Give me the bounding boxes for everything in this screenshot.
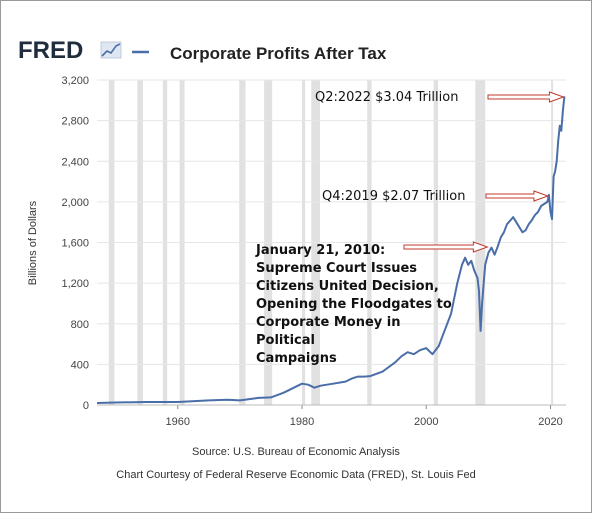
annotation-citizens-united-line: Opening the Floodgates to	[256, 297, 452, 312]
y-axis-label: Billions of Dollars	[27, 200, 39, 285]
annotations: Q2:2022 $3.04 Trillion Q4:2019 $2.07 Tril…	[255, 90, 565, 366]
y-tick-label: 2,400	[61, 156, 89, 168]
x-tick-label: 1980	[290, 416, 314, 428]
courtesy-note: Chart Courtesy of Federal Reserve Econom…	[116, 469, 476, 481]
annotation-citizens-united-line: Citizens United Decision,	[256, 279, 439, 294]
source-note: Source: U.S. Bureau of Economic Analysis	[192, 446, 400, 458]
y-tick-label: 0	[83, 400, 89, 412]
y-tick-label: 400	[71, 359, 89, 371]
x-axis: 1960 1980 2000 2020	[97, 404, 566, 428]
annotation-q4-2019-arrow	[485, 190, 550, 202]
annotation-citizens-united-arrow	[403, 241, 489, 253]
annotation-citizens-united-line: Corporate Money in	[256, 315, 401, 330]
x-tick-label: 2020	[538, 416, 562, 428]
annotation-citizens-united-line: Supreme Court Issues	[256, 261, 417, 276]
annotation-citizens-united-line: Political	[256, 333, 315, 348]
y-tick-label: 800	[71, 319, 89, 331]
chart-title: Corporate Profits After Tax	[170, 44, 387, 63]
fred-logo-graph-icon	[100, 41, 122, 59]
annotation-citizens-united-line: Campaigns	[256, 351, 337, 366]
y-tick-label: 1,600	[61, 238, 89, 250]
annotation-arrow	[403, 241, 489, 253]
y-tick-label: 1,200	[61, 278, 89, 290]
annotation-q2-2022-arrow	[487, 91, 565, 103]
series-line	[96, 96, 566, 404]
y-tick-label: 2,000	[61, 197, 89, 209]
y-axis: 0 400 800 1,200 1,600 2,000 2,400 2,800 3,200	[61, 75, 89, 412]
x-tick-label: 2000	[414, 416, 438, 428]
annotation-q2-2022: Q2:2022 $3.04 Trillion	[315, 90, 458, 105]
fred-logo: FRED	[18, 37, 83, 64]
x-tick-label: 1960	[166, 416, 190, 428]
annotation-q4-2019: Q4:2019 $2.07 Trillion	[322, 189, 465, 204]
y-tick-label: 2,800	[61, 116, 89, 128]
annotation-arrow	[487, 91, 565, 103]
annotation-citizens-united-line: January 21, 2010:	[255, 243, 385, 258]
series-layer	[96, 96, 566, 404]
y-tick-label: 3,200	[61, 75, 89, 87]
annotation-arrow	[485, 190, 550, 202]
